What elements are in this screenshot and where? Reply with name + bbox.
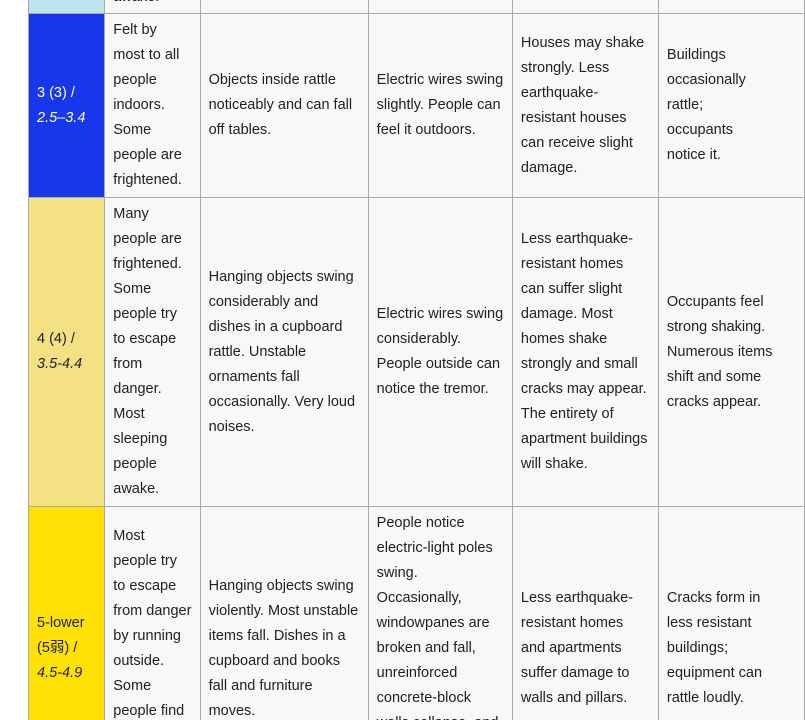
- concrete-buildings-cell: Cracks form in less resistant buildings;…: [657, 506, 805, 720]
- wooden-houses-cell: Less earthquake-resistant homes can suff…: [511, 197, 659, 507]
- wooden-houses-cell: Houses may shake strongly. Less earthqua…: [511, 13, 659, 198]
- intensity-cell: [27, 0, 106, 14]
- intensity-label: 3 (3) /: [37, 84, 75, 101]
- indoor-cell: [199, 0, 369, 14]
- people-cell: Felt by most to all people indoors. Some…: [104, 13, 201, 198]
- wooden-houses-cell: Less earthquake-resistant homes and apar…: [511, 506, 659, 720]
- people-cell: awake.: [104, 0, 201, 14]
- indoor-cell: Objects inside rattle noticeably and can…: [199, 13, 369, 198]
- intensity-row-5-lower: 5-lower (5弱) / 4.5-4.9 Most people try t…: [27, 506, 805, 720]
- wooden-houses-cell: [511, 0, 659, 14]
- intensity-row-4: 4 (4) / 3.5-4.4 Many people are frighten…: [27, 197, 805, 507]
- intensity-cell: 4 (4) / 3.5-4.4: [27, 197, 106, 507]
- intensity-row-3: 3 (3) / 2.5–3.4 Felt by most to all peop…: [27, 13, 805, 198]
- intensity-cell: 5-lower (5弱) / 4.5-4.9: [27, 506, 106, 720]
- people-cell: Many people are frightened. Some people …: [104, 197, 201, 507]
- outdoor-cell: Electric wires swing slightly. People ca…: [367, 13, 513, 198]
- concrete-buildings-cell: Occupants feel strong shaking. Numerous …: [657, 197, 805, 507]
- outdoor-cell: Electric wires swing considerably. Peopl…: [367, 197, 513, 507]
- magnitude-range: 2.5–3.4: [37, 109, 86, 126]
- magnitude-range: 3.5-4.4: [37, 356, 83, 372]
- indoor-cell: Hanging objects swing violently. Most un…: [199, 506, 369, 720]
- outdoor-cell: People notice electric-light poles swing…: [367, 506, 513, 720]
- intensity-label: 4 (4) /: [37, 331, 75, 347]
- indoor-cell: Hanging objects swing considerably and d…: [199, 197, 369, 507]
- people-cell: Most people try to escape from danger by…: [104, 506, 201, 720]
- intensity-row-2-partial: awake.: [27, 0, 805, 14]
- jma-intensity-table: awake. 3 (3) / 2.5–3.4 Felt by most to a…: [27, 0, 805, 720]
- outdoor-cell: [367, 0, 513, 14]
- intensity-label: 5-lower (5弱) /: [37, 615, 85, 656]
- concrete-buildings-cell: Buildings occasionally rattle; occupants…: [657, 13, 805, 198]
- concrete-buildings-cell: [657, 0, 805, 14]
- magnitude-range: 4.5-4.9: [37, 665, 83, 681]
- intensity-cell: 3 (3) / 2.5–3.4: [27, 13, 106, 198]
